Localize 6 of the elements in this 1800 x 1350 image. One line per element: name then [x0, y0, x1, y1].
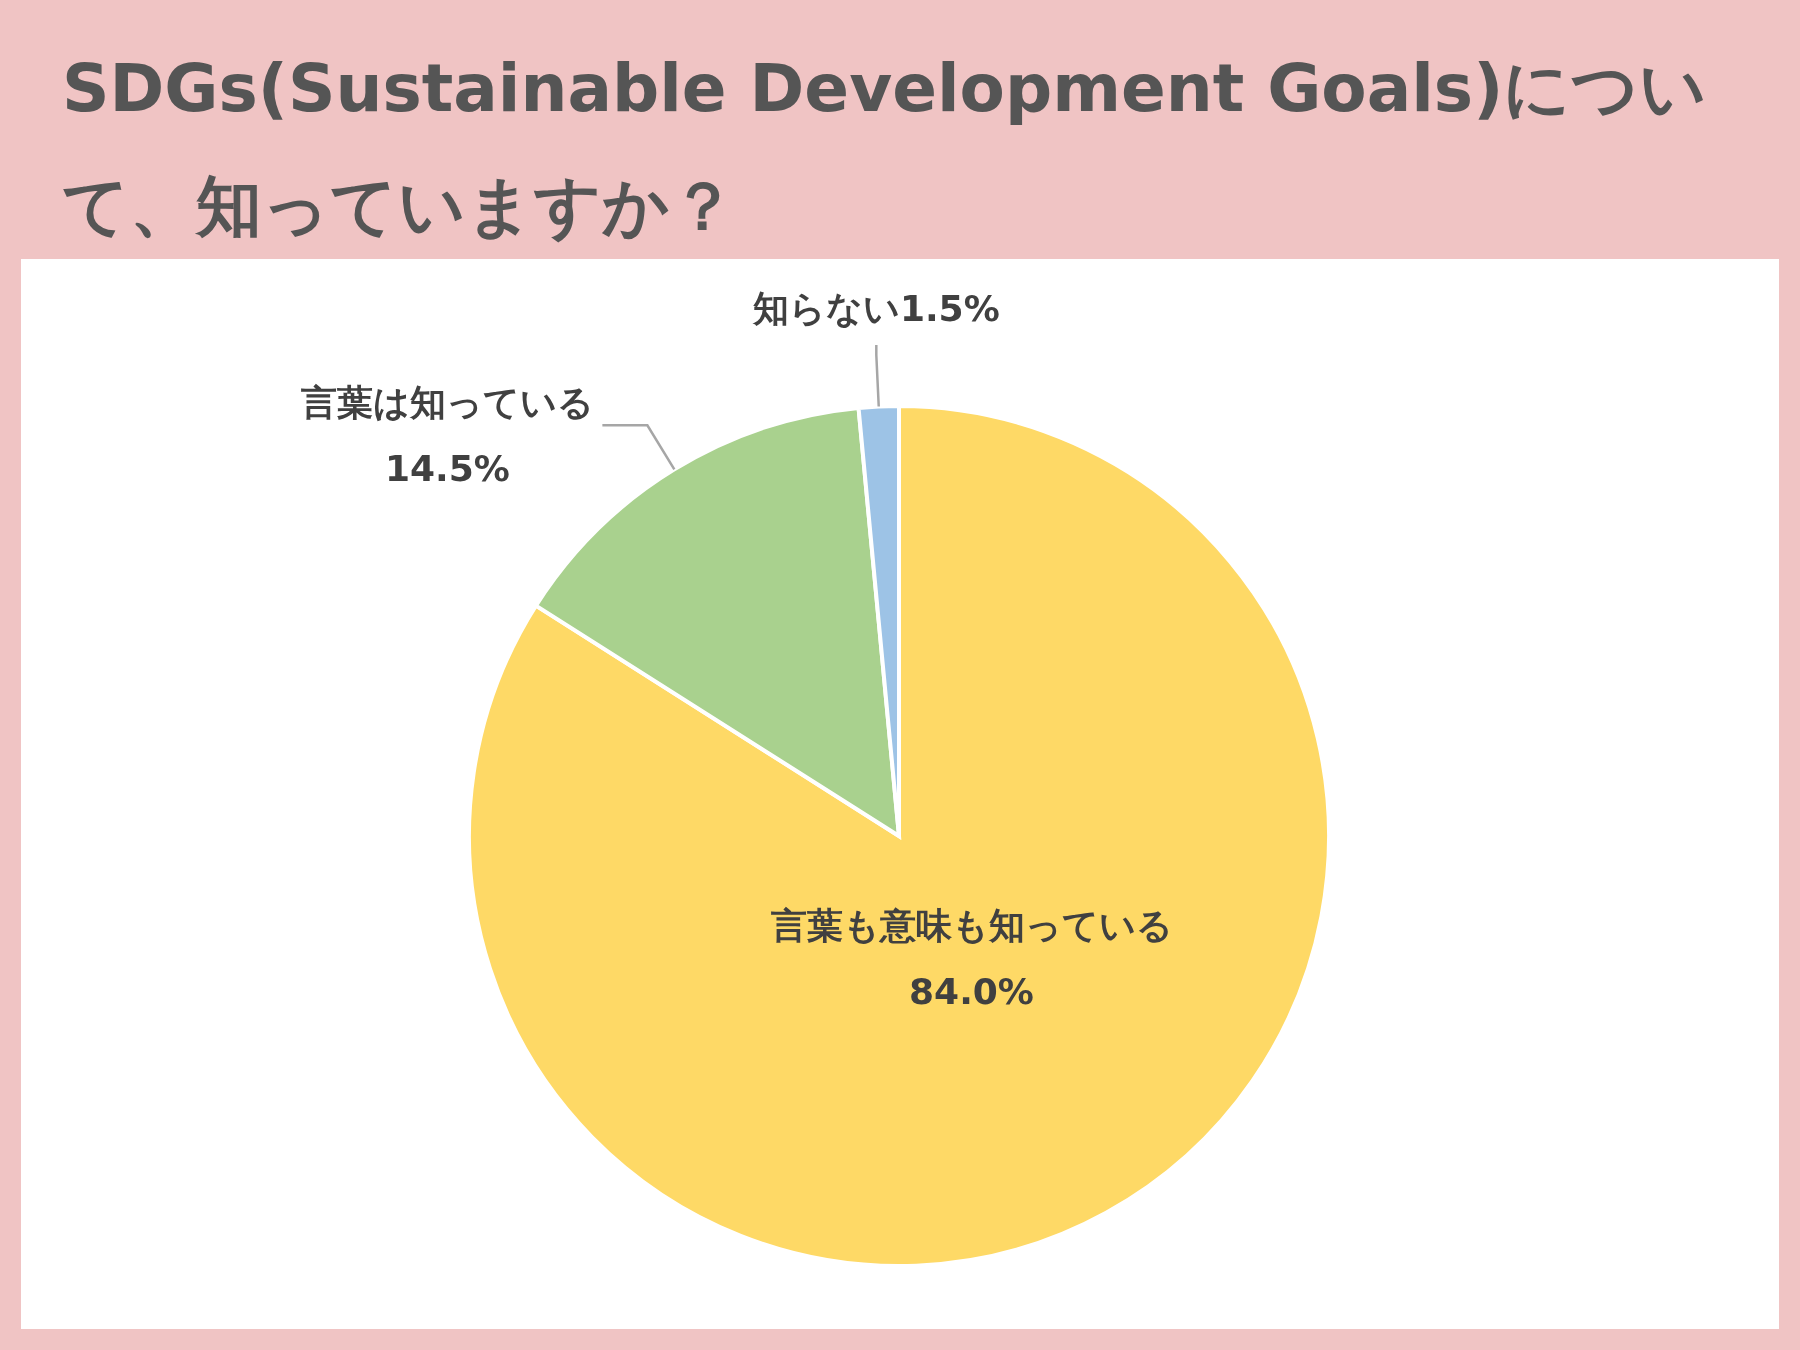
slice-label: 知らない1.5% — [751, 287, 1000, 329]
chart-title: SDGs(Sustainable Development Goals)について、知っていますか？ — [62, 49, 1709, 247]
data-label: 84.0% — [909, 970, 1034, 1012]
data-label: 14.5% — [384, 448, 510, 490]
slice-label: 言葉は知っている — [299, 382, 594, 424]
slice-label: 言葉も意味も知っている — [769, 904, 1173, 946]
